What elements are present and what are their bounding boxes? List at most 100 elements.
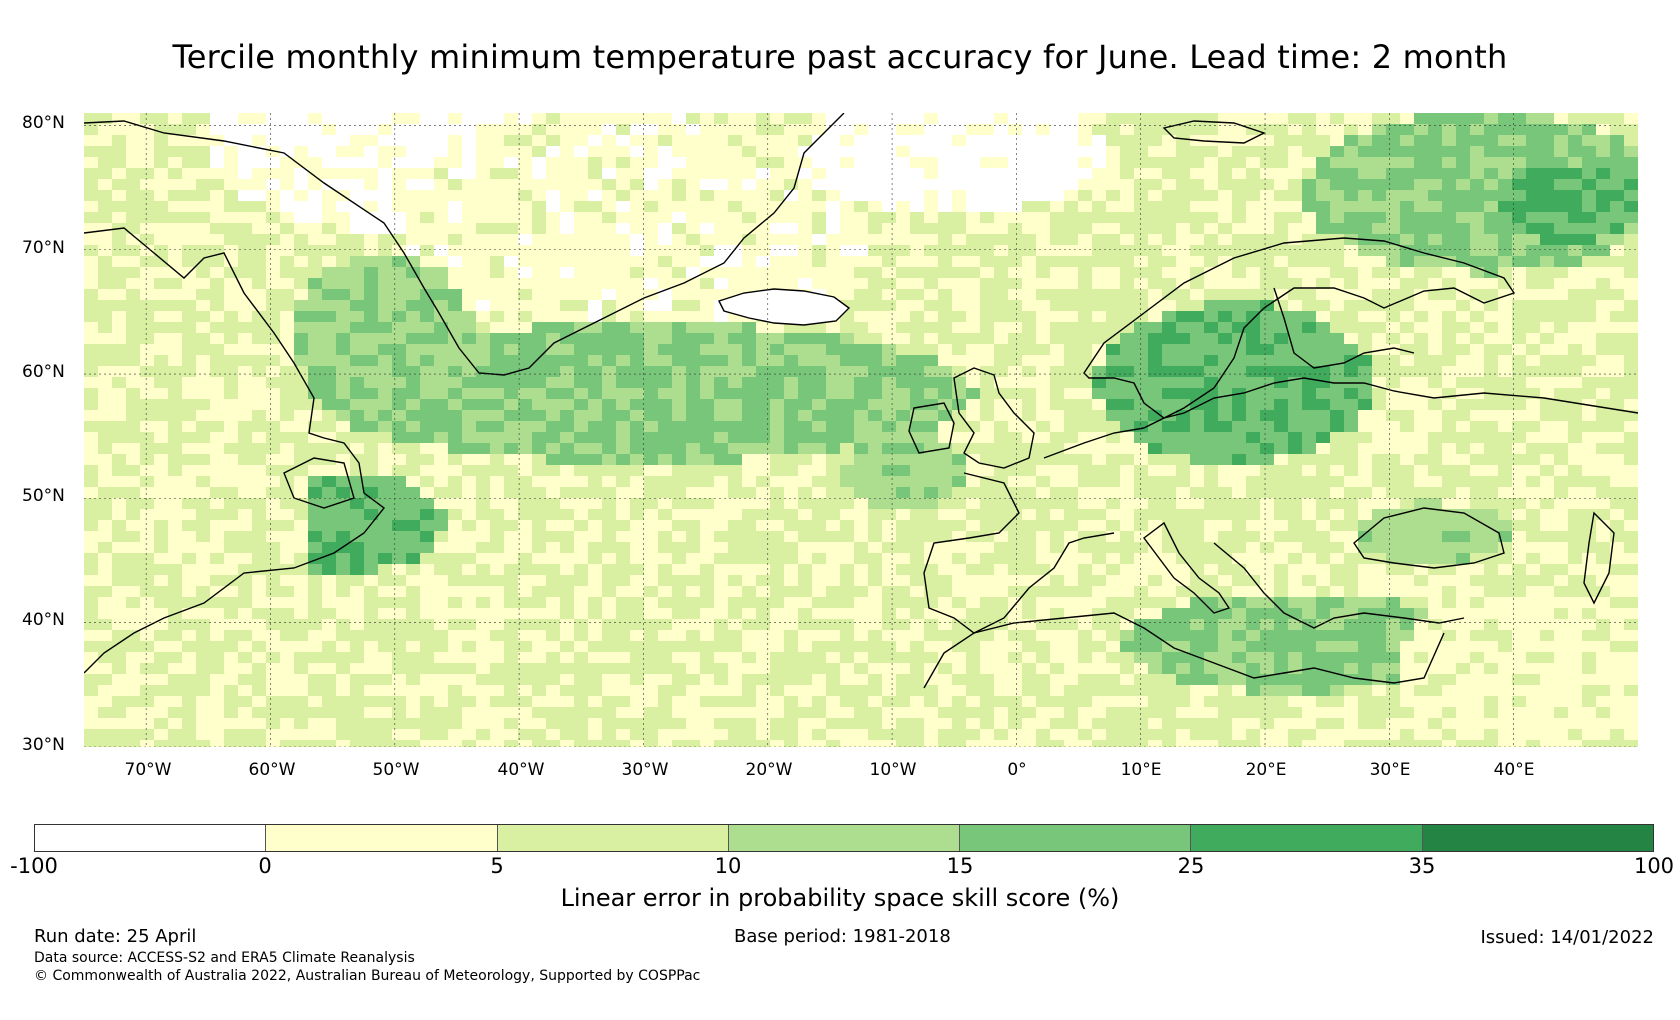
skill-cell (1008, 322, 1023, 334)
skill-cell (1078, 476, 1093, 488)
skill-cell (1414, 333, 1429, 345)
skill-cell (882, 509, 897, 521)
skill-cell (630, 333, 645, 345)
skill-cell (1260, 146, 1275, 158)
skill-cell (294, 212, 309, 224)
skill-cell (616, 377, 631, 389)
skill-cell (1526, 520, 1541, 532)
skill-cell (294, 388, 309, 400)
skill-cell (826, 421, 841, 433)
skill-cell (196, 256, 211, 268)
skill-cell (952, 289, 967, 301)
skill-cell (616, 410, 631, 422)
skill-cell (994, 487, 1009, 499)
skill-cell (1582, 333, 1597, 345)
skill-cell (434, 432, 449, 444)
skill-cell (1456, 454, 1471, 466)
skill-cell (434, 564, 449, 576)
skill-cell (1456, 597, 1471, 609)
skill-cell (644, 168, 659, 180)
skill-cell (658, 135, 673, 147)
skill-cell (1610, 157, 1625, 169)
skill-cell (1596, 157, 1611, 169)
skill-cell (1260, 113, 1275, 125)
skill-cell (980, 256, 995, 268)
skill-cell (490, 575, 505, 587)
skill-cell (392, 476, 407, 488)
skill-cell (728, 564, 743, 576)
skill-cell (616, 487, 631, 499)
skill-cell (1568, 344, 1583, 356)
skill-cell (98, 278, 113, 290)
skill-cell (1330, 256, 1345, 268)
skill-cell (1064, 289, 1079, 301)
skill-cell (462, 168, 477, 180)
skill-cell (1190, 509, 1205, 521)
skill-cell (378, 432, 393, 444)
skill-cell (1190, 487, 1205, 499)
skill-cell (1246, 498, 1261, 510)
skill-cell (1162, 355, 1177, 367)
skill-cell (1260, 190, 1275, 202)
skill-cell (1148, 531, 1163, 543)
skill-cell (840, 344, 855, 356)
skill-cell (350, 487, 365, 499)
skill-cell (476, 168, 491, 180)
skill-cell (602, 256, 617, 268)
skill-cell (1050, 564, 1065, 576)
skill-cell (602, 157, 617, 169)
skill-cell (112, 575, 127, 587)
skill-cell (1008, 520, 1023, 532)
skill-cell (784, 256, 799, 268)
skill-cell (1218, 135, 1233, 147)
skill-cell (378, 421, 393, 433)
skill-cell (1218, 322, 1233, 334)
skill-cell (490, 212, 505, 224)
skill-cell (770, 190, 785, 202)
skill-cell (448, 410, 463, 422)
skill-cell (490, 124, 505, 136)
skill-cell (1176, 531, 1191, 543)
skill-cell (1610, 443, 1625, 455)
skill-cell (140, 377, 155, 389)
skill-cell (518, 311, 533, 323)
skill-cell (1316, 575, 1331, 587)
skill-cell (784, 553, 799, 565)
skill-cell (896, 245, 911, 257)
skill-cell (392, 432, 407, 444)
skill-cell (406, 531, 421, 543)
skill-cell (238, 454, 253, 466)
skill-score-map[interactable] (84, 113, 1638, 747)
skill-cell (322, 443, 337, 455)
skill-cell (994, 542, 1009, 554)
skill-cell (1344, 201, 1359, 213)
skill-cell (98, 289, 113, 301)
skill-cell (210, 465, 225, 477)
skill-cell (1554, 443, 1569, 455)
skill-cell (966, 509, 981, 521)
skill-cell (840, 300, 855, 312)
skill-cell (714, 564, 729, 576)
skill-cell (420, 586, 435, 598)
skill-cell (1008, 597, 1023, 609)
skill-cell (658, 333, 673, 345)
skill-cell (1246, 256, 1261, 268)
skill-cell (1022, 553, 1037, 565)
skill-cell (784, 520, 799, 532)
skill-cell (504, 124, 519, 136)
skill-cell (644, 201, 659, 213)
skill-cell (1120, 212, 1135, 224)
skill-cell (1582, 223, 1597, 235)
map-panel[interactable] (84, 113, 1638, 747)
skill-cell (196, 267, 211, 279)
skill-cell (490, 410, 505, 422)
skill-cell (1456, 146, 1471, 158)
skill-cell (462, 157, 477, 169)
skill-cell (532, 168, 547, 180)
skill-cell (1302, 553, 1317, 565)
skill-cell (1050, 289, 1065, 301)
skill-cell (1092, 234, 1107, 246)
skill-cell (350, 256, 365, 268)
skill-cell (686, 443, 701, 455)
skill-cell (924, 476, 939, 488)
